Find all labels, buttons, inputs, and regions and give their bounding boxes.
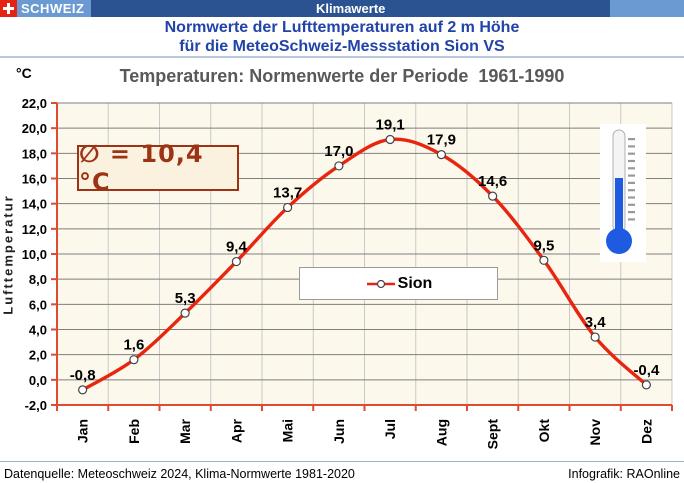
- page-title: Normwerte der Lufttemperaturen auf 2 m H…: [0, 18, 684, 56]
- topbar-title: Klimawerte: [91, 0, 610, 17]
- svg-text:13,7: 13,7: [273, 184, 302, 201]
- svg-text:6,0: 6,0: [29, 297, 47, 312]
- page-title-line-1: Normwerte der Lufttemperaturen auf 2 m H…: [164, 19, 520, 36]
- svg-text:9,5: 9,5: [533, 237, 554, 254]
- svg-text:4,0: 4,0: [29, 323, 47, 338]
- svg-text:17,0: 17,0: [324, 143, 353, 160]
- svg-text:Jun: Jun: [331, 419, 347, 444]
- svg-text:Nov: Nov: [587, 419, 603, 446]
- svg-text:-0,4: -0,4: [633, 362, 660, 379]
- svg-text:3,4: 3,4: [585, 314, 607, 331]
- svg-text:Aug: Aug: [433, 419, 449, 446]
- chart-title: Temperaturen: Normenwerte der Periode 19…: [119, 66, 565, 86]
- svg-text:Feb: Feb: [126, 419, 142, 444]
- svg-text:5,3: 5,3: [175, 290, 196, 307]
- thermometer-graphic: [606, 129, 635, 254]
- footer: Datenquelle: Meteoschweiz 2024, Klima-No…: [0, 465, 684, 483]
- thermometer-icon: [600, 124, 646, 262]
- svg-text:19,1: 19,1: [376, 116, 405, 133]
- swiss-flag-icon: [0, 0, 17, 17]
- top-bar: SCHWEIZ Klimawerte: [0, 0, 684, 17]
- svg-text:Okt: Okt: [536, 419, 552, 443]
- svg-text:Apr: Apr: [228, 418, 244, 443]
- svg-text:14,6: 14,6: [478, 173, 507, 190]
- legend-line-marker-icon: [366, 279, 395, 288]
- svg-text:Dez: Dez: [638, 419, 654, 444]
- svg-text:18,0: 18,0: [22, 146, 47, 161]
- svg-text:0,0: 0,0: [29, 373, 47, 388]
- svg-text:-0,8: -0,8: [70, 367, 96, 384]
- brand-label: SCHWEIZ: [17, 0, 92, 17]
- svg-text:16,0: 16,0: [22, 172, 47, 187]
- svg-text:20,0: 20,0: [22, 121, 47, 136]
- chart-legend: Sion: [299, 267, 498, 300]
- svg-text:14,0: 14,0: [22, 197, 47, 212]
- legend-series-label: Sion: [397, 274, 433, 292]
- svg-text:9,4: 9,4: [226, 239, 248, 256]
- svg-text:Mai: Mai: [280, 419, 296, 442]
- svg-text:-2,0: -2,0: [25, 398, 47, 413]
- svg-text:Sept: Sept: [485, 419, 501, 450]
- svg-text:22,0: 22,0: [22, 96, 47, 111]
- svg-text:10,0: 10,0: [22, 247, 47, 262]
- topbar-end-segment: [610, 0, 684, 17]
- average-annotation-box: ∅ = 10,4 °C: [77, 140, 239, 196]
- footer-source: Datenquelle: Meteoschweiz 2024, Klima-No…: [4, 467, 355, 481]
- svg-text:1,6: 1,6: [123, 337, 144, 354]
- svg-text:17,9: 17,9: [427, 132, 456, 149]
- svg-text:Mar: Mar: [177, 418, 193, 443]
- footer-divider: [0, 461, 684, 462]
- svg-text:12,0: 12,0: [22, 222, 47, 237]
- footer-credit: Infografik: RAOnline: [568, 467, 680, 481]
- svg-text:8,0: 8,0: [29, 272, 47, 287]
- svg-text:Jul: Jul: [382, 419, 398, 439]
- header-divider: [0, 56, 684, 58]
- svg-text:2,0: 2,0: [29, 348, 47, 363]
- y-axis-unit-label: °C: [16, 65, 32, 81]
- page-title-line-2: für die MeteoSchweiz-Messstation Sion VS: [179, 38, 505, 55]
- svg-text:Jan: Jan: [75, 419, 91, 443]
- swiss-cross-icon: [7, 3, 10, 14]
- average-value: ∅ = 10,4 °C: [79, 140, 204, 196]
